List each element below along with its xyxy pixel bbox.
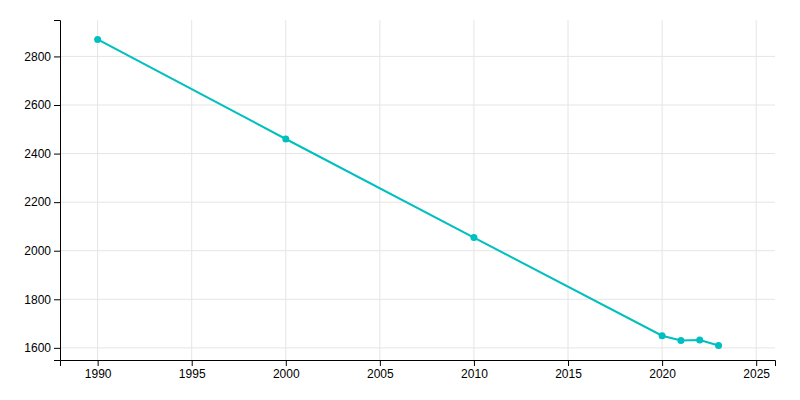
y-tick: 2600 [24, 98, 60, 112]
y-tick: 1800 [24, 293, 60, 307]
x-tick: 2010 [461, 360, 488, 381]
tick-label: 2600 [24, 98, 51, 112]
grid-line [379, 20, 380, 360]
tick-mark [568, 360, 569, 366]
tick-label: 2000 [273, 367, 300, 381]
y-tick: 2400 [24, 147, 60, 161]
tick-label: 2010 [461, 367, 488, 381]
tick-mark [98, 360, 99, 366]
tick-label: 2800 [24, 50, 51, 64]
x-axis: 1990 1995 2000 2005 2010 2015 2020 2025 [61, 360, 776, 381]
tick-mark [54, 202, 60, 203]
tick-label: 1995 [179, 367, 206, 381]
tick-mark [54, 105, 60, 106]
tick-mark [380, 360, 381, 366]
tick-mark [192, 360, 193, 366]
grid-line [191, 20, 192, 360]
tick-label: 2025 [743, 367, 770, 381]
grid-line [756, 20, 757, 360]
tick-label: 2020 [649, 367, 676, 381]
y-axis: 1600 1800 2000 2200 2400 2600 2800 [24, 21, 60, 361]
x-tick: 2005 [367, 360, 394, 381]
x-tick: 1990 [85, 360, 112, 381]
tick-mark [54, 299, 60, 300]
grid [60, 20, 775, 360]
tick-mark [662, 360, 663, 366]
tick-label: 1800 [24, 293, 51, 307]
grid-line [473, 20, 474, 360]
y-tick: 2200 [24, 195, 60, 209]
line [98, 39, 719, 345]
grid-line [60, 250, 775, 251]
y-tick: 1600 [24, 341, 60, 355]
y-axis-line [54, 21, 61, 361]
x-axis-line [61, 361, 776, 367]
tick-label: 1990 [85, 367, 112, 381]
tick-label: 2005 [367, 367, 394, 381]
tick-label: 2000 [24, 244, 51, 258]
x-tick: 2025 [743, 360, 770, 381]
marks [94, 36, 722, 349]
marker [94, 36, 101, 43]
marker [659, 332, 666, 339]
grid-line [60, 347, 775, 348]
marker [696, 337, 703, 344]
grid-line [60, 299, 775, 300]
x-tick: 2020 [649, 360, 676, 381]
grid-line [568, 20, 569, 360]
tick-label: 2400 [24, 147, 51, 161]
tick-label: 2015 [555, 367, 582, 381]
tick-mark [286, 360, 287, 366]
tick-mark [474, 360, 475, 366]
tick-mark [54, 348, 60, 349]
grid-line [60, 105, 775, 106]
tick-mark [54, 56, 60, 57]
grid-line [97, 20, 98, 360]
x-tick: 2000 [273, 360, 300, 381]
x-tick: 2015 [555, 360, 582, 381]
grid-line [662, 20, 663, 360]
tick-mark [54, 251, 60, 252]
y-tick: 2800 [24, 50, 60, 64]
grid-line [285, 20, 286, 360]
grid-line [60, 153, 775, 154]
y-tick: 2000 [24, 244, 60, 258]
marker [715, 342, 722, 349]
tick-label: 2200 [24, 195, 51, 209]
grid-line [60, 202, 775, 203]
chart: 1990 1995 2000 2005 2010 2015 2020 2025 1600 1800… [0, 0, 800, 400]
tick-mark [756, 360, 757, 366]
x-tick: 1995 [179, 360, 206, 381]
grid-line [60, 56, 775, 57]
tick-label: 1600 [24, 341, 51, 355]
marker [470, 234, 477, 241]
tick-mark [54, 154, 60, 155]
marker [677, 337, 684, 344]
marker [282, 136, 289, 143]
